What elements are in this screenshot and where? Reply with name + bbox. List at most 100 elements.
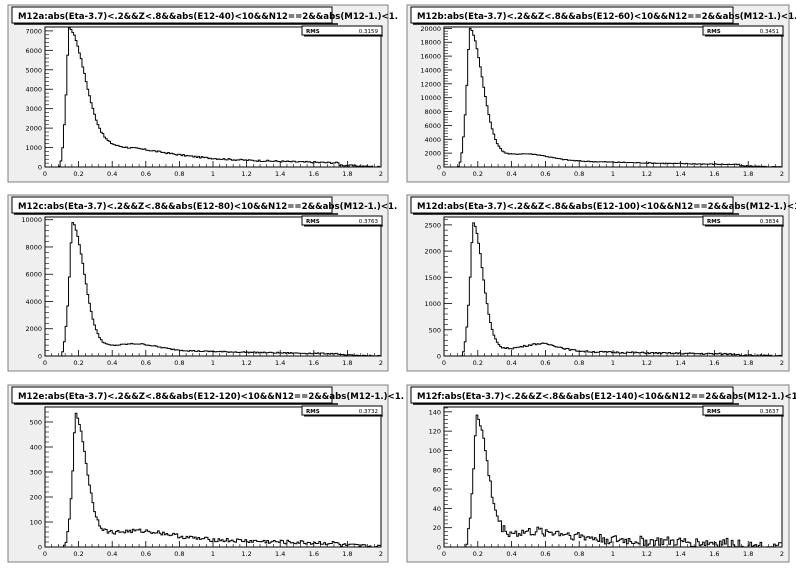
y-tick-label: 140 xyxy=(429,408,441,416)
histogram-series xyxy=(45,27,382,168)
stats-box xyxy=(301,405,383,416)
y-tick-label: 40 xyxy=(433,505,441,513)
x-tick-label: 1 xyxy=(211,359,215,367)
x-tick-label: 1.8 xyxy=(743,550,753,558)
x-tick-label: 0.8 xyxy=(174,170,184,178)
y-tick-label: 500 xyxy=(429,326,441,334)
y-tick-label: 500 xyxy=(30,419,42,427)
x-tick-label: 1.2 xyxy=(241,550,251,558)
x-tick-label: 2 xyxy=(780,550,784,558)
y-tick-label: 10000 xyxy=(420,94,441,102)
histogram-panel-e: M12e:abs(Eta-3.7)<.2&&Z<.8&&abs(E12-120)… xyxy=(7,384,404,563)
stats-label: RMS xyxy=(306,29,320,35)
stats-label: RMS xyxy=(707,409,721,415)
y-tick-label: 18000 xyxy=(420,39,441,47)
x-tick-label: 0 xyxy=(43,359,47,367)
chart-title: M12d:abs(Eta-3.7)<.2&&Z<.8&&abs(E12-100)… xyxy=(417,202,796,212)
x-tick-label: 1 xyxy=(211,550,215,558)
y-tick-label: 80 xyxy=(433,466,441,474)
x-tick-label: 2 xyxy=(379,359,383,367)
histogram-panel-b: M12b:abs(Eta-3.7)<.2&&Z<.8&&abs(E12-60)<… xyxy=(406,4,796,183)
x-tick-label: 2 xyxy=(780,170,784,178)
y-tick-label: 0 xyxy=(38,544,42,552)
x-tick-label: 1.6 xyxy=(309,550,319,558)
stats-box xyxy=(702,25,784,36)
histogram-series xyxy=(45,412,382,548)
histogram-panel-c: M12c:abs(Eta-3.7)<.2&&Z<.8&&abs(E12-80)<… xyxy=(7,194,397,372)
x-tick-label: 0.8 xyxy=(174,359,184,367)
stats-label: RMS xyxy=(306,219,320,225)
x-tick-label: 0.2 xyxy=(73,170,83,178)
plot-frame xyxy=(44,406,382,548)
y-tick-label: 300 xyxy=(30,469,42,477)
x-tick-label: 0.4 xyxy=(107,170,117,178)
chart-title: M12e:abs(Eta-3.7)<.2&&Z<.8&&abs(E12-120)… xyxy=(18,392,404,402)
x-tick-label: 1 xyxy=(611,550,615,558)
y-tick-label: 0 xyxy=(38,353,42,361)
stats-value: 0.3637 xyxy=(760,409,780,415)
x-tick-label: 1 xyxy=(211,170,215,178)
stats-value: 0.3732 xyxy=(359,409,378,415)
title-box xyxy=(410,386,734,404)
chart-title: M12b:abs(Eta-3.7)<.2&&Z<.8&&abs(E12-60)<… xyxy=(417,12,796,22)
x-tick-label: 1.2 xyxy=(241,359,251,367)
histogram-series xyxy=(444,414,783,548)
x-tick-label: 1.6 xyxy=(709,359,719,367)
stats-label: RMS xyxy=(707,219,721,225)
x-tick-label: 0.4 xyxy=(506,359,516,367)
x-tick-label: 0.4 xyxy=(506,170,516,178)
y-tick-label: 6000 xyxy=(424,122,441,130)
x-tick-label: 1.4 xyxy=(675,550,685,558)
x-tick-label: 0.4 xyxy=(107,359,117,367)
x-tick-label: 2 xyxy=(780,359,784,367)
title-box xyxy=(11,196,333,214)
stats-box xyxy=(702,215,784,226)
title-box xyxy=(11,386,333,404)
x-tick-label: 1.2 xyxy=(241,170,251,178)
stats-box xyxy=(702,405,784,416)
x-tick-label: 1.6 xyxy=(309,170,319,178)
y-tick-label: 10000 xyxy=(21,216,42,224)
y-tick-label: 3000 xyxy=(25,105,42,113)
y-tick-label: 2000 xyxy=(25,125,42,133)
x-tick-label: 1 xyxy=(611,170,615,178)
histogram-panel-f: M12f:abs(Eta-3.7)<.2&&Z<.8&&abs(E12-140)… xyxy=(406,384,796,563)
x-tick-label: 0.2 xyxy=(473,170,483,178)
title-box xyxy=(410,196,734,214)
histogram-panel-a: M12a:abs(Eta-3.7)<.2&&Z<.8&&abs(E12-40)<… xyxy=(7,4,398,183)
title-box xyxy=(410,6,734,24)
y-tick-label: 2000 xyxy=(424,150,441,158)
plot-frame xyxy=(443,406,783,548)
y-tick-label: 0 xyxy=(437,164,441,172)
stats-value: 0.3763 xyxy=(359,219,379,225)
x-tick-label: 0.8 xyxy=(574,170,584,178)
x-tick-label: 1.4 xyxy=(675,170,685,178)
y-tick-label: 20 xyxy=(433,524,441,532)
y-tick-label: 1000 xyxy=(25,144,42,152)
y-tick-label: 1500 xyxy=(424,274,441,282)
x-tick-label: 1.6 xyxy=(309,359,319,367)
y-tick-label: 2000 xyxy=(25,325,42,333)
y-tick-label: 2000 xyxy=(424,248,441,256)
y-tick-label: 4000 xyxy=(25,298,42,306)
x-tick-label: 1.2 xyxy=(642,550,652,558)
x-tick-label: 1.2 xyxy=(642,170,652,178)
y-tick-label: 120 xyxy=(429,428,441,436)
x-tick-label: 0.4 xyxy=(506,550,516,558)
x-tick-label: 0.8 xyxy=(574,359,584,367)
x-tick-label: 0.6 xyxy=(141,359,151,367)
y-tick-label: 2500 xyxy=(424,221,441,229)
y-tick-label: 0 xyxy=(437,353,441,361)
x-tick-label: 0 xyxy=(442,359,446,367)
x-tick-label: 1 xyxy=(611,359,615,367)
plot-frame xyxy=(44,216,382,357)
x-tick-label: 0.6 xyxy=(540,550,550,558)
x-tick-label: 0 xyxy=(442,170,446,178)
x-tick-label: 0.6 xyxy=(540,170,550,178)
x-tick-label: 1.4 xyxy=(275,550,285,558)
histogram-panel-d: M12d:abs(Eta-3.7)<.2&&Z<.8&&abs(E12-100)… xyxy=(406,194,796,372)
x-tick-label: 1.2 xyxy=(642,359,652,367)
x-tick-label: 2 xyxy=(379,550,383,558)
plot-frame xyxy=(44,26,382,168)
